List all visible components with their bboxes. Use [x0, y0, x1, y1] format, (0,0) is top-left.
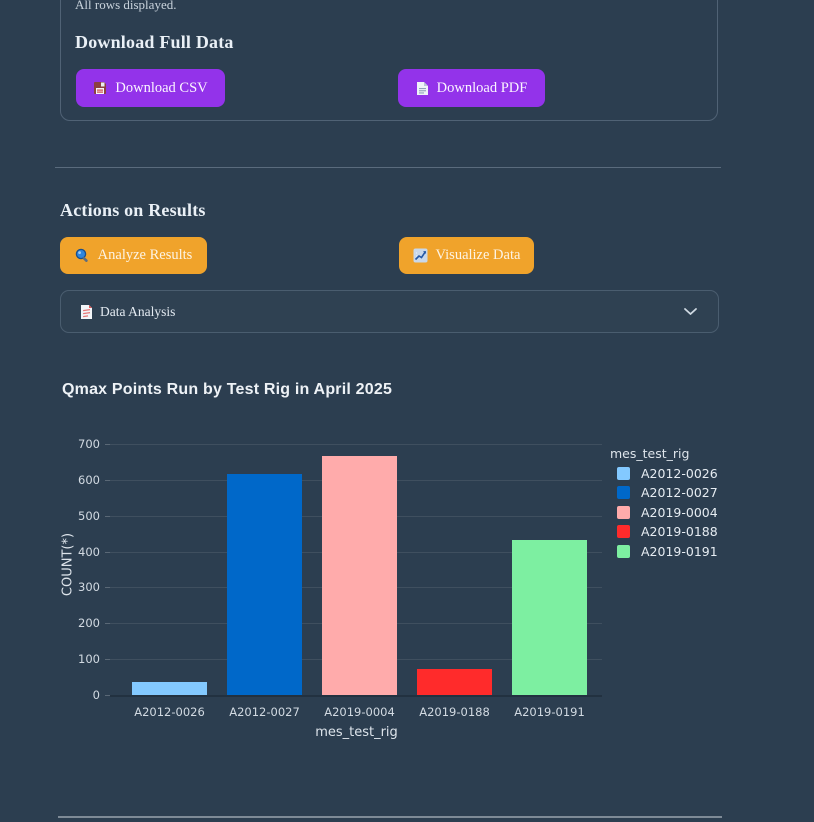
legend-label: A2019-0004	[641, 504, 718, 520]
data-analysis-label: Data Analysis	[100, 303, 176, 319]
legend-item: A2019-0191	[610, 544, 718, 559]
download-csv-label: Download CSV	[115, 79, 208, 96]
legend-swatch	[617, 505, 630, 519]
y-tick-mark	[105, 479, 110, 481]
visualize-data-label: Visualize Data	[435, 247, 521, 263]
x-tick-label: A2019-0188	[419, 705, 490, 719]
gridline	[110, 587, 602, 589]
y-tick-mark	[105, 515, 110, 517]
download-pdf-button[interactable]: Download PDF	[398, 69, 545, 107]
legend-swatch	[617, 525, 630, 538]
section-divider	[55, 167, 721, 168]
y-tick-mark	[105, 587, 110, 589]
legend-title: mes_test_rig	[610, 446, 690, 461]
legend-item: A2012-0026	[610, 466, 718, 481]
y-tick-label: 0	[92, 688, 100, 702]
y-tick-label: 300	[78, 580, 100, 595]
legend-item: A2019-0188	[610, 524, 718, 539]
download-csv-button[interactable]: Download CSV	[76, 69, 225, 107]
x-tick-label: A2012-0027	[229, 705, 300, 719]
gridline	[110, 479, 602, 481]
y-tick-label: 500	[78, 508, 100, 523]
bar-A2012-0026	[132, 682, 207, 695]
legend-label: A2012-0027	[641, 485, 718, 500]
red-document-icon	[80, 304, 93, 320]
x-tick-label: A2012-0026	[134, 705, 205, 719]
visualize-data-button[interactable]: Visualize Data	[399, 237, 534, 274]
bar-A2019-0191	[512, 540, 587, 695]
x-axis-title: mes_test_rig	[315, 725, 398, 740]
magnifier-icon	[75, 248, 90, 263]
y-tick-label: 600	[78, 472, 100, 487]
bar-A2019-0004	[322, 456, 397, 695]
analyze-results-label: Analyze Results	[97, 247, 193, 263]
legend-label: A2019-0188	[641, 524, 718, 539]
bar-A2012-0027	[227, 474, 302, 695]
chart-legend: mes_test_rig A2012-0026 A2012-0027 A2019-0…	[610, 446, 718, 559]
gridline	[110, 659, 602, 661]
y-tick-mark	[105, 551, 110, 553]
results-card	[60, 0, 718, 121]
y-tick-mark	[105, 444, 110, 445]
legend-label: A2012-0026	[641, 465, 718, 481]
legend-item: A2012-0027	[610, 485, 718, 500]
gridline	[110, 444, 602, 445]
gridline	[110, 515, 602, 517]
chart-increasing-icon	[413, 248, 428, 263]
y-tick-label: 700	[78, 437, 100, 451]
x-tick-label: A2019-0191	[514, 705, 585, 719]
y-tick-mark	[105, 623, 110, 625]
document-icon	[416, 81, 429, 96]
legend-swatch	[617, 544, 630, 558]
legend-swatch	[617, 466, 630, 480]
analyze-results-button[interactable]: Analyze Results	[60, 237, 207, 274]
actions-section-title: Actions on Results	[60, 200, 206, 220]
floppy-disk-icon	[93, 81, 107, 95]
chart-title: Qmax Points Run by Test Rig in April 202…	[62, 381, 393, 398]
plot-area	[110, 444, 602, 697]
chevron-down-icon[interactable]	[683, 307, 698, 316]
x-tick-label: A2019-0004	[324, 705, 395, 719]
gridline	[110, 551, 602, 553]
legend-swatch	[617, 486, 630, 499]
y-tick-label: 200	[78, 616, 100, 631]
legend-label: A2019-0191	[641, 543, 718, 559]
data-analysis-expander[interactable]: Data Analysis	[60, 290, 719, 333]
bottom-divider	[58, 816, 722, 818]
download-pdf-label: Download PDF	[436, 79, 528, 96]
rows-displayed-note: All rows displayed.	[75, 0, 177, 12]
bar-A2019-0188	[417, 668, 492, 695]
y-tick-mark	[105, 659, 110, 661]
y-tick-label: 400	[78, 544, 100, 559]
y-tick-label: 100	[78, 652, 100, 667]
y-axis-title: COUNT(*)	[60, 532, 76, 597]
download-section-title: Download Full Data	[75, 32, 234, 52]
legend-item: A2019-0004	[610, 505, 718, 520]
gridline	[110, 623, 602, 625]
y-tick-mark	[105, 695, 110, 696]
